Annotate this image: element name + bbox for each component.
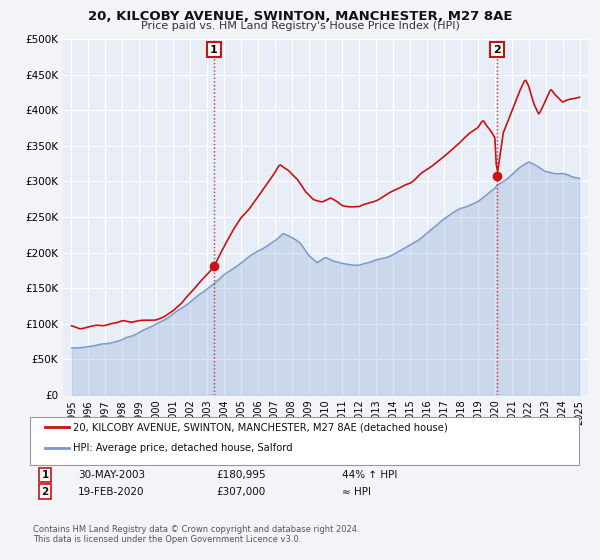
Text: 2: 2 bbox=[493, 45, 501, 54]
Text: This data is licensed under the Open Government Licence v3.0.: This data is licensed under the Open Gov… bbox=[33, 535, 301, 544]
Text: HPI: Average price, detached house, Salford: HPI: Average price, detached house, Salf… bbox=[73, 443, 293, 453]
Text: 19-FEB-2020: 19-FEB-2020 bbox=[78, 487, 145, 497]
Text: Price paid vs. HM Land Registry's House Price Index (HPI): Price paid vs. HM Land Registry's House … bbox=[140, 21, 460, 31]
Text: Contains HM Land Registry data © Crown copyright and database right 2024.: Contains HM Land Registry data © Crown c… bbox=[33, 525, 359, 534]
Text: ≈ HPI: ≈ HPI bbox=[342, 487, 371, 497]
Text: £180,995: £180,995 bbox=[216, 470, 266, 480]
Text: 20, KILCOBY AVENUE, SWINTON, MANCHESTER, M27 8AE: 20, KILCOBY AVENUE, SWINTON, MANCHESTER,… bbox=[88, 10, 512, 23]
Text: £307,000: £307,000 bbox=[216, 487, 265, 497]
Text: 1: 1 bbox=[210, 45, 218, 54]
Text: 1: 1 bbox=[41, 470, 49, 480]
Text: 44% ↑ HPI: 44% ↑ HPI bbox=[342, 470, 397, 480]
Text: 2: 2 bbox=[41, 487, 49, 497]
Text: 30-MAY-2003: 30-MAY-2003 bbox=[78, 470, 145, 480]
Text: 20, KILCOBY AVENUE, SWINTON, MANCHESTER, M27 8AE (detached house): 20, KILCOBY AVENUE, SWINTON, MANCHESTER,… bbox=[73, 422, 448, 432]
